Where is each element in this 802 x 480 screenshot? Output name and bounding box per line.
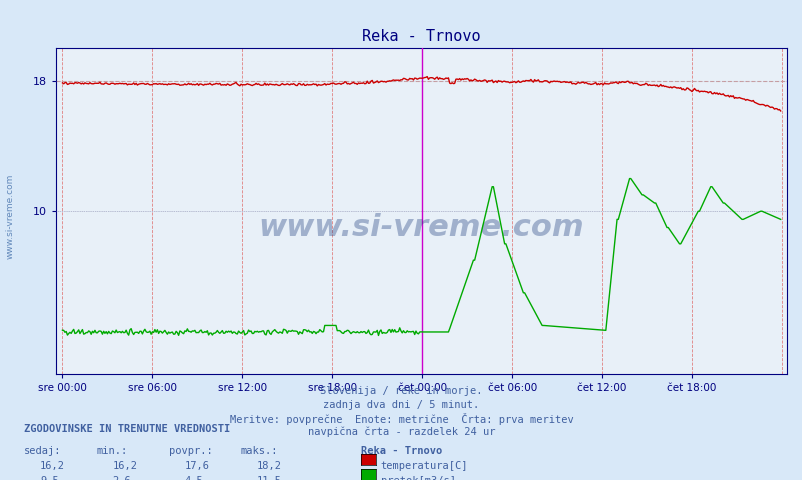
Text: min.:: min.: [96,446,128,456]
Text: 2,6: 2,6 [112,476,131,480]
Text: povpr.:: povpr.: [168,446,212,456]
Text: 11,5: 11,5 [257,476,282,480]
Text: 16,2: 16,2 [112,461,137,471]
Text: temperatura[C]: temperatura[C] [380,461,468,471]
Text: www.si-vreme.com: www.si-vreme.com [5,173,14,259]
Text: 18,2: 18,2 [257,461,282,471]
Text: 9,5: 9,5 [40,476,59,480]
Text: Meritve: povprečne  Enote: metrične  Črta: prva meritev: Meritve: povprečne Enote: metrične Črta:… [229,413,573,425]
Text: 4,5: 4,5 [184,476,203,480]
Text: pretok[m3/s]: pretok[m3/s] [380,476,455,480]
Text: www.si-vreme.com: www.si-vreme.com [258,213,584,242]
Text: Reka - Trnovo: Reka - Trnovo [361,446,442,456]
Text: zadnja dva dni / 5 minut.: zadnja dva dni / 5 minut. [323,400,479,410]
Text: maks.:: maks.: [241,446,278,456]
Text: Slovenija / reke in morje.: Slovenija / reke in morje. [320,386,482,396]
Title: Reka - Trnovo: Reka - Trnovo [362,29,480,44]
Text: 16,2: 16,2 [40,461,65,471]
Text: sedaj:: sedaj: [24,446,62,456]
Text: navpična črta - razdelek 24 ur: navpična črta - razdelek 24 ur [307,427,495,437]
Text: 17,6: 17,6 [184,461,209,471]
Text: ZGODOVINSKE IN TRENUTNE VREDNOSTI: ZGODOVINSKE IN TRENUTNE VREDNOSTI [24,424,230,434]
